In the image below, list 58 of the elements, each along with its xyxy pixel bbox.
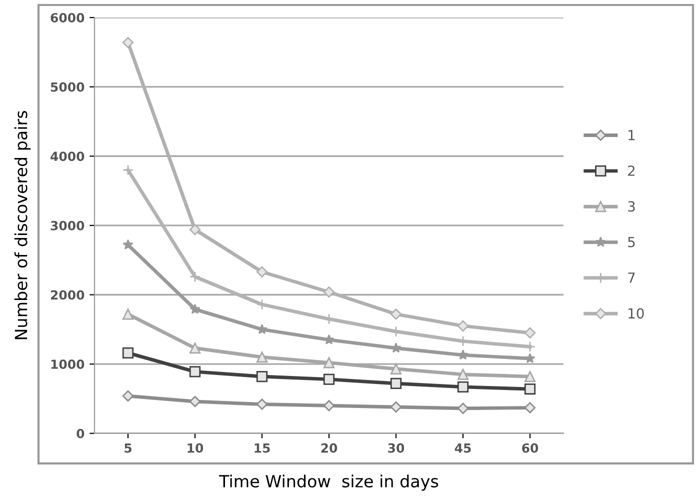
point xyxy=(457,368,469,380)
point xyxy=(190,304,200,314)
point xyxy=(189,366,201,378)
point xyxy=(122,36,134,48)
x-tick-label: 60 xyxy=(522,443,538,453)
point xyxy=(390,363,402,374)
point xyxy=(524,383,536,395)
point xyxy=(122,347,134,359)
point xyxy=(390,378,402,390)
point xyxy=(390,401,402,413)
x-axis-title: Time Window size in days xyxy=(219,474,438,491)
y-tick-label: 3000 xyxy=(50,220,84,230)
y-tick-label: 6000 xyxy=(50,13,84,22)
point xyxy=(524,327,536,338)
point xyxy=(122,239,134,250)
point xyxy=(323,400,335,412)
point xyxy=(122,164,134,176)
point xyxy=(457,320,469,332)
point xyxy=(122,390,134,402)
legend-label: 7 xyxy=(628,272,635,283)
y-tick-label: 5000 xyxy=(50,82,84,92)
point xyxy=(390,342,402,353)
point xyxy=(256,370,268,382)
point xyxy=(457,402,469,414)
point xyxy=(323,286,335,298)
y-tick-label: 2000 xyxy=(50,290,84,300)
x-tick-label: 45 xyxy=(454,443,471,453)
y-tick-label: 1000 xyxy=(51,360,84,369)
point xyxy=(524,352,536,364)
point xyxy=(122,308,134,320)
point xyxy=(390,308,402,320)
legend-label: 2 xyxy=(628,165,634,176)
point xyxy=(524,402,536,414)
legend-label: 10 xyxy=(628,308,644,319)
point xyxy=(189,224,201,236)
y-tick-label: 0 xyxy=(76,428,84,438)
point xyxy=(189,342,201,354)
x-tick-label: 30 xyxy=(388,443,404,453)
point xyxy=(524,370,536,382)
point xyxy=(256,352,268,363)
x-tick-label: 15 xyxy=(254,443,270,453)
point xyxy=(189,271,201,282)
point xyxy=(323,374,335,385)
legend-label: 1 xyxy=(628,130,635,140)
point xyxy=(457,381,469,392)
point xyxy=(458,349,468,360)
point xyxy=(323,357,335,368)
point xyxy=(256,298,268,310)
legend-label: 5 xyxy=(628,236,635,248)
x-tick-label: 5 xyxy=(124,443,132,453)
legend-label: 3 xyxy=(628,201,635,212)
y-tick-label: 4000 xyxy=(50,152,84,162)
x-tick-label: 20 xyxy=(321,443,338,453)
point xyxy=(256,266,268,278)
x-tick-label: 10 xyxy=(188,443,204,453)
point xyxy=(189,396,201,408)
point xyxy=(256,398,268,410)
y-axis-title: Number of discovered pairs xyxy=(14,110,31,340)
